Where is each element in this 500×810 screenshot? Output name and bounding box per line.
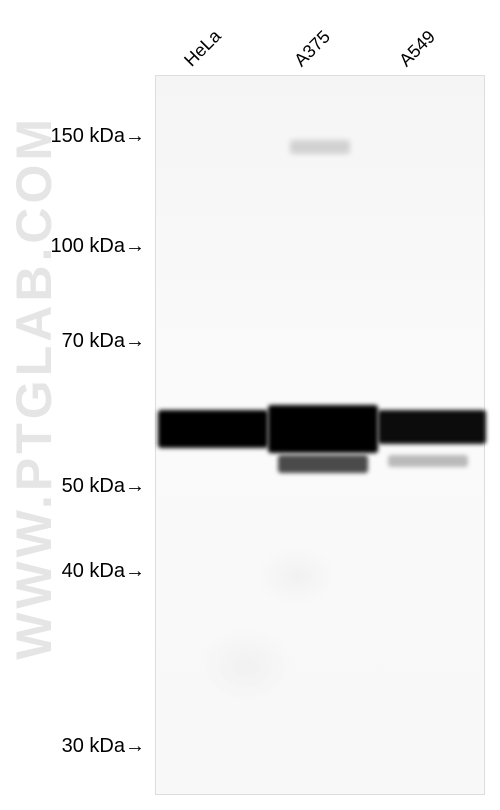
marker-30kda: 30 kDa→ xyxy=(15,735,145,758)
background-smudge xyxy=(196,626,296,706)
background-smudge xyxy=(256,546,336,606)
band-hela-main xyxy=(158,410,268,448)
lane-label-a375: A375 xyxy=(290,26,335,71)
band-a375-main xyxy=(268,405,378,453)
blot-container: WWW.PTGLAB.COM HeLa A375 A549 150 kDa→ 1… xyxy=(0,0,500,810)
lane-label-a549: A549 xyxy=(395,26,440,71)
marker-150kda: 150 kDa→ xyxy=(15,125,145,148)
lane-label-hela: HeLa xyxy=(180,26,225,71)
marker-40kda: 40 kDa→ xyxy=(15,560,145,583)
marker-50kda: 50 kDa→ xyxy=(15,475,145,498)
marker-70kda: 70 kDa→ xyxy=(15,330,145,353)
band-a549-main xyxy=(378,410,486,444)
marker-100kda: 100 kDa→ xyxy=(15,235,145,258)
band-a375-high-faint xyxy=(290,140,350,154)
band-a549-lower xyxy=(388,455,468,467)
band-a375-lower xyxy=(278,455,368,473)
